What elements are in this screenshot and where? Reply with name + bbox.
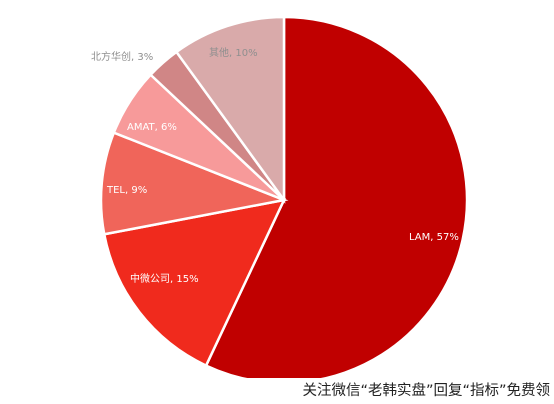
pie-slices xyxy=(99,15,469,385)
pie-label-2: 中微公司, 15% xyxy=(130,272,199,285)
pie-label-5: 北方华创, 3% xyxy=(91,50,153,63)
pie-label-4: AMAT, 6% xyxy=(127,122,177,133)
pie-slice-6 xyxy=(174,15,286,204)
pie-label-6: 其他, 10% xyxy=(209,46,258,59)
pie-labels: LAM, 57% 中微公司, 15% TEL, 9% AMAT, 6% 北方华创, 3%… xyxy=(91,46,459,285)
watermark-text: 关注微信“老韩实盘”回复“指标”免费领 xyxy=(228,378,554,404)
pie-label-3: TEL, 9% xyxy=(106,185,147,196)
pie-slice-3 xyxy=(99,131,289,236)
pie-slice-2 xyxy=(102,198,287,368)
pie-label-1: LAM, 57% xyxy=(409,232,459,243)
